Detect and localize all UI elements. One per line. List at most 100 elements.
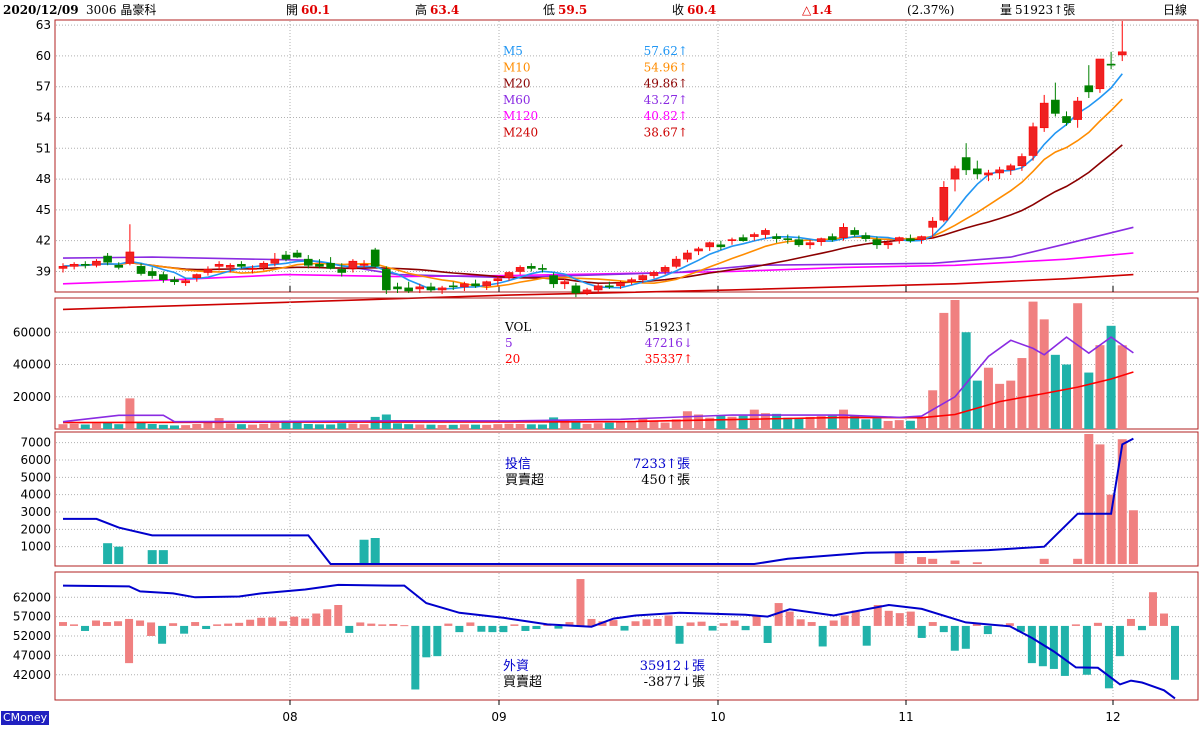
foreign-net-bar xyxy=(917,625,926,638)
candle-body xyxy=(81,263,90,266)
candle-body xyxy=(727,239,737,241)
price-y-tick-label: 63 xyxy=(36,18,51,32)
volume-legend-value: 47216↓ xyxy=(645,336,693,350)
foreign-net-bar xyxy=(620,625,629,631)
foreign-net-bar xyxy=(1148,592,1157,626)
volume-bar xyxy=(627,421,637,429)
trust-net-bar xyxy=(1128,510,1138,564)
volume-legend-value: 51923↑ xyxy=(645,320,693,334)
volume-bar xyxy=(147,424,157,429)
foreign-net-bar xyxy=(873,605,882,626)
volume-bar xyxy=(983,367,993,429)
candle-body xyxy=(504,272,514,278)
volume-bar xyxy=(816,416,826,429)
volume-bar xyxy=(125,398,135,429)
candle-body xyxy=(1073,100,1082,120)
foreign-net-bar xyxy=(290,616,299,626)
foreign-net-bar xyxy=(1038,625,1047,667)
candle-body xyxy=(794,239,804,246)
volume-bar xyxy=(314,424,324,429)
candle-body xyxy=(627,279,636,283)
volume-y-tick-label: 20000 xyxy=(13,390,51,404)
foreign-panel-frame xyxy=(54,571,1199,701)
candle-body xyxy=(1051,99,1060,114)
foreign-net-bar xyxy=(378,624,387,626)
foreign-y-tick-label: 57000 xyxy=(13,610,51,624)
foreign-net-bar xyxy=(444,623,453,626)
foreign-net-bar xyxy=(697,621,706,626)
foreign-net-bar xyxy=(708,625,717,631)
volume-bar xyxy=(515,424,525,429)
foreign-net-bar xyxy=(158,625,167,644)
volume-bar xyxy=(1084,372,1094,429)
candle-body xyxy=(705,242,715,248)
candle-body xyxy=(125,251,135,264)
x-axis-label: 08 xyxy=(282,710,297,724)
volume-bar xyxy=(694,414,704,429)
volume-bar xyxy=(972,380,982,429)
candle-body xyxy=(917,236,926,240)
trust-legend-value: 450↑張 xyxy=(641,473,690,488)
price-panel-frame xyxy=(54,19,1199,293)
volume-bar xyxy=(950,300,960,429)
foreign-net-bar xyxy=(224,623,233,626)
header-date: 2020/12/09 xyxy=(3,3,79,17)
volume-bar xyxy=(170,425,179,429)
candle-body xyxy=(92,260,101,266)
volume-bar xyxy=(917,417,927,429)
high-value: 63.4 xyxy=(430,3,460,17)
volume-bar xyxy=(437,424,447,429)
candle-body xyxy=(471,283,480,287)
volume-bar xyxy=(1117,345,1127,429)
trust-net-bar xyxy=(1095,444,1105,564)
volume-bar xyxy=(961,332,971,429)
trust-net-bar xyxy=(894,551,904,564)
close-label: 收 xyxy=(672,3,685,17)
volume-bar xyxy=(995,383,1005,429)
candle-body xyxy=(147,271,157,276)
volume-bar xyxy=(571,421,581,429)
volume-legend-value: 35337↑ xyxy=(645,352,693,366)
candle-body xyxy=(660,267,670,272)
close-value: 60.4 xyxy=(687,3,717,17)
volume-bar xyxy=(526,424,536,429)
candle-body xyxy=(972,168,982,175)
trust-net-bar xyxy=(928,558,938,564)
volume-bar xyxy=(760,413,770,429)
volume-bar xyxy=(727,416,737,429)
foreign-net-bar xyxy=(125,618,134,664)
volume-legend-label: 5 xyxy=(505,336,513,350)
candle-body xyxy=(861,235,871,239)
trust-net-bar xyxy=(917,557,927,564)
volume-bar xyxy=(1006,380,1016,429)
volume-bar xyxy=(649,420,659,429)
candle-body xyxy=(103,255,112,263)
volume-bar xyxy=(370,416,380,429)
volume-bar xyxy=(348,423,358,429)
candle-body xyxy=(136,266,146,274)
foreign-net-bar xyxy=(191,622,200,626)
price-y-tick-label: 60 xyxy=(36,49,51,63)
volume-ma20-line xyxy=(62,371,1134,424)
candle-body xyxy=(281,254,291,260)
x-axis-label: 11 xyxy=(898,710,913,724)
candle-body xyxy=(816,238,826,243)
volume-bar xyxy=(738,415,748,429)
volume-bar xyxy=(359,424,369,429)
candle-body xyxy=(337,269,347,273)
ma-legend-label: M20 xyxy=(503,77,531,91)
volume-bar xyxy=(80,424,90,429)
foreign-net-bar xyxy=(961,625,970,649)
candle-body xyxy=(437,287,447,291)
candle-body xyxy=(950,168,960,180)
volume-bar xyxy=(270,423,280,429)
volume-bar xyxy=(493,424,503,429)
candle-body xyxy=(984,172,993,176)
foreign-net-bar xyxy=(323,609,332,626)
volume-bar xyxy=(616,422,625,429)
candle-body xyxy=(616,282,625,287)
candle-body xyxy=(203,269,213,273)
candle-body xyxy=(716,244,726,248)
candle-body xyxy=(526,266,536,269)
